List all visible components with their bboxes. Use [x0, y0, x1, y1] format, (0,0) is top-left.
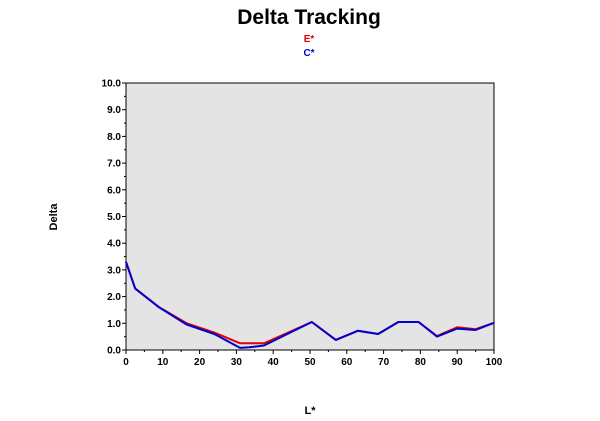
y-tick-label: 4.0 [107, 239, 121, 250]
y-tick-label: 6.0 [107, 185, 121, 196]
y-tick-label: 8.0 [107, 132, 121, 143]
x-tick-label: 40 [268, 357, 280, 368]
y-tick-label: 0.0 [107, 346, 121, 357]
chart-title: Delta Tracking [237, 6, 381, 29]
x-tick-label: 100 [486, 357, 503, 368]
y-tick-label: 7.0 [107, 159, 121, 170]
y-tick-label: 10.0 [102, 79, 122, 90]
x-tick-label: 50 [304, 357, 316, 368]
plot-area [125, 82, 495, 351]
axis-ticks: 0.0 1.0 2.0 3.0 4.0 5.0 6.0 7.0 8.0 9.0 10.0 0 10 20 3… [102, 79, 503, 369]
y-tick-label: 1.0 [107, 319, 121, 330]
y-tick-label: 3.0 [107, 265, 121, 276]
y-tick-label: 9.0 [107, 105, 121, 116]
x-tick-label: 90 [452, 357, 464, 368]
series-layer [125, 261, 495, 349]
x-tick-label: 10 [157, 357, 169, 368]
x-tick-label: 20 [194, 357, 206, 368]
legend-entry-e: E* [304, 34, 315, 45]
x-axis-label: L* [305, 405, 317, 417]
x-tick-label: 80 [415, 357, 427, 368]
y-axis-label: Delta [48, 203, 60, 231]
x-tick-label: 0 [123, 357, 129, 368]
x-tick-label: 60 [341, 357, 353, 368]
legend-entry-c: C* [303, 48, 314, 59]
y-tick-label: 2.0 [107, 292, 121, 303]
x-tick-label: 30 [231, 357, 243, 368]
x-tick-label: 70 [378, 357, 390, 368]
y-tick-label: 5.0 [107, 212, 121, 223]
series-line-c [125, 261, 495, 349]
